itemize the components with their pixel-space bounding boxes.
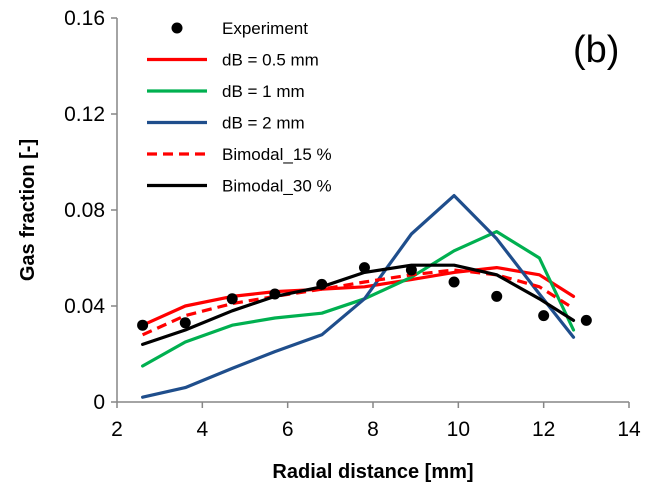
legend-item-experiment: Experiment [171,19,308,38]
series-line-db-0-5-mm [141,266,576,327]
series-line-db-1-mm [141,230,576,368]
x-tick-label: 14 [617,418,641,441]
x-tick-label: 6 [282,418,294,441]
ticks: 2 4 6 8 10 12 14 0 0.04 0.08 0.12 0.16 [64,7,641,441]
legend-marker [171,22,183,34]
legend-item-db-0-5-mm: dB = 0.5 mm [147,51,319,70]
legend-label: dB = 1 mm [222,82,305,101]
y-tick-label: 0.04 [64,295,105,318]
legend-item-db-1-mm: dB = 1 mm [147,82,305,101]
legend: Experiment dB = 0.5 mm dB = 1 mm dB = 2 mm B… [147,19,332,196]
y-axis-title: Gas fraction [-] [17,139,39,281]
data-point-experiment [269,288,281,300]
legend-label: dB = 0.5 mm [222,51,319,70]
data-point-experiment [358,262,370,274]
axes [116,18,629,403]
y-tick-label: 0.12 [64,103,105,126]
x-tick-label: 10 [447,418,470,441]
x-tick-label: 12 [532,418,555,441]
legend-label: dB = 2 mm [222,114,305,133]
legend-label: Bimodal_15 % [222,145,332,164]
y-tick-label: 0 [93,391,105,414]
data-point-experiment [491,290,503,302]
data-point-experiment [580,314,592,326]
data-point-experiment [448,276,460,288]
series-layer [137,194,592,399]
data-point-experiment [179,317,191,329]
legend-item-bimodal-15: Bimodal_15 % [147,145,332,164]
x-axis-title: Radial distance [mm] [272,461,473,483]
legend-label: Bimodal_30 % [222,177,332,196]
data-point-experiment [137,319,149,331]
legend-item-db-2-mm: dB = 2 mm [147,114,305,133]
x-tick-label: 4 [196,418,208,441]
legend-item-bimodal-30: Bimodal_30 % [147,177,332,196]
y-tick-label: 0.08 [64,199,105,222]
data-point-experiment [316,278,328,290]
series-line-bimodal-15 [141,268,575,337]
data-point-experiment [538,310,550,322]
x-tick-label: 8 [367,418,379,441]
legend-label: Experiment [222,19,308,38]
panel-label: (b) [573,29,619,71]
data-point-experiment [405,264,417,276]
y-tick-label: 0.16 [64,7,105,30]
series-line-db-2-mm [141,194,576,399]
data-point-experiment [226,293,238,305]
x-tick-label: 2 [111,418,123,441]
